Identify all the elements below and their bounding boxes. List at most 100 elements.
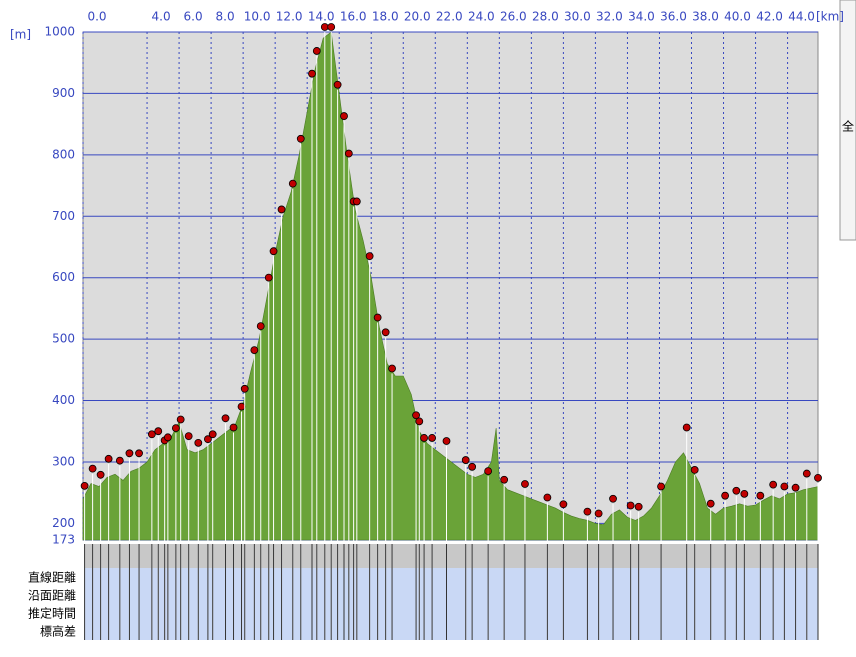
- waypoint: [333, 80, 342, 89]
- y-tick-label: 1000: [44, 25, 75, 39]
- y-tick-label: 200: [52, 516, 75, 530]
- waypoint: [594, 509, 603, 518]
- waypoint: [194, 438, 203, 447]
- x-tick-label: 16.0: [340, 10, 367, 24]
- waypoint: [461, 456, 470, 464]
- waypoint: [420, 434, 428, 442]
- waypoint: [583, 507, 592, 516]
- waypoint: [500, 475, 509, 484]
- waypoint: [721, 491, 730, 500]
- waypoint: [381, 328, 390, 337]
- waypoint: [208, 430, 217, 439]
- waypoint: [163, 433, 172, 442]
- row-label: 沿面距離: [28, 589, 76, 603]
- x-tick-label: 8.0: [216, 10, 235, 24]
- y-tick-label: 400: [52, 393, 75, 407]
- x-tick-label: 36.0: [660, 10, 687, 24]
- waypoint: [609, 494, 617, 503]
- waypoint: [814, 473, 822, 482]
- x-tick-label: 28.0: [532, 10, 559, 24]
- row-label: 推定時間: [28, 606, 76, 621]
- table-body: [84, 568, 818, 640]
- waypoint: [308, 69, 316, 78]
- y-tick-label: 173: [52, 533, 75, 547]
- waypoint: [240, 384, 249, 393]
- x-tick-label: 24.0: [468, 10, 495, 24]
- y-tick-label: 800: [52, 147, 75, 161]
- waypoint: [521, 480, 529, 488]
- x-tick-label: 0.0: [87, 10, 106, 24]
- waypoint: [802, 469, 811, 478]
- waypoint: [229, 423, 238, 432]
- x-tick-label: 6.0: [184, 10, 203, 24]
- y-tick-label: 900: [52, 86, 75, 100]
- x-tick-label: 20.0: [404, 10, 431, 24]
- waypoint: [115, 456, 124, 465]
- waypoint: [634, 502, 643, 511]
- waypoint: [373, 313, 382, 322]
- waypoint: [176, 415, 185, 424]
- x-tick-label: 14.0: [308, 10, 335, 24]
- waypoint: [484, 467, 493, 476]
- x-tick-label: 12.0: [276, 10, 303, 24]
- waypoint: [706, 499, 715, 508]
- waypoint: [184, 432, 193, 441]
- waypoint: [250, 346, 259, 355]
- table-header: [84, 544, 818, 568]
- waypoint: [104, 454, 113, 463]
- elevation-area: [82, 31, 819, 541]
- y-tick-label: 700: [52, 209, 75, 223]
- waypoint: [543, 493, 552, 502]
- waypoint: [340, 112, 348, 120]
- waypoint: [327, 23, 336, 31]
- waypoint: [237, 402, 246, 411]
- waypoint: [352, 197, 361, 206]
- x-tick-label: 4.0: [152, 10, 171, 24]
- waypoint: [154, 427, 163, 436]
- x-tick-label: 10.0: [244, 10, 271, 24]
- waypoint: [365, 252, 374, 261]
- waypoint: [415, 417, 424, 426]
- waypoint: [412, 411, 420, 420]
- waypoint: [135, 449, 143, 458]
- waypoint: [442, 437, 451, 445]
- row-label: 直線距離: [28, 570, 76, 585]
- waypoint: [269, 247, 278, 256]
- x-tick-label: 18.0: [372, 10, 399, 24]
- waypoint: [740, 489, 749, 498]
- side-panel[interactable]: [839, 0, 856, 241]
- waypoint: [468, 462, 477, 471]
- waypoint: [428, 434, 436, 442]
- waypoint: [791, 483, 800, 492]
- y-tick-label: 600: [52, 270, 75, 284]
- waypoint: [96, 470, 105, 479]
- x-tick-label: 40.0: [724, 10, 751, 24]
- waypoint: [344, 149, 353, 158]
- x-tick-label: 26.0: [500, 10, 527, 24]
- side-button[interactable]: 全: [842, 119, 854, 134]
- x-tick-label: 32.0: [596, 10, 623, 24]
- y-tick-label: 300: [52, 454, 75, 468]
- waypoint: [780, 482, 789, 491]
- waypoint: [125, 449, 134, 458]
- x-tick-label: 30.0: [564, 10, 591, 24]
- waypoint: [732, 486, 741, 495]
- x-tick-label: 22.0: [436, 10, 463, 24]
- x-axis-label: [km]: [816, 10, 844, 24]
- waypoint: [320, 23, 329, 31]
- x-tick-label: 38.0: [692, 10, 719, 24]
- y-axis-label: [m]: [10, 28, 31, 42]
- waypoint: [221, 414, 230, 423]
- x-tick-label: 34.0: [628, 10, 655, 24]
- waypoint: [171, 424, 180, 433]
- waypoint: [296, 134, 305, 143]
- waypoint: [769, 480, 778, 489]
- x-tick-label: 44.0: [788, 10, 815, 24]
- y-tick-label: 500: [52, 332, 75, 346]
- waypoint: [690, 465, 699, 474]
- waypoint: [657, 482, 665, 491]
- waypoint: [80, 481, 89, 490]
- waypoint: [147, 430, 156, 439]
- waypoint: [756, 491, 765, 500]
